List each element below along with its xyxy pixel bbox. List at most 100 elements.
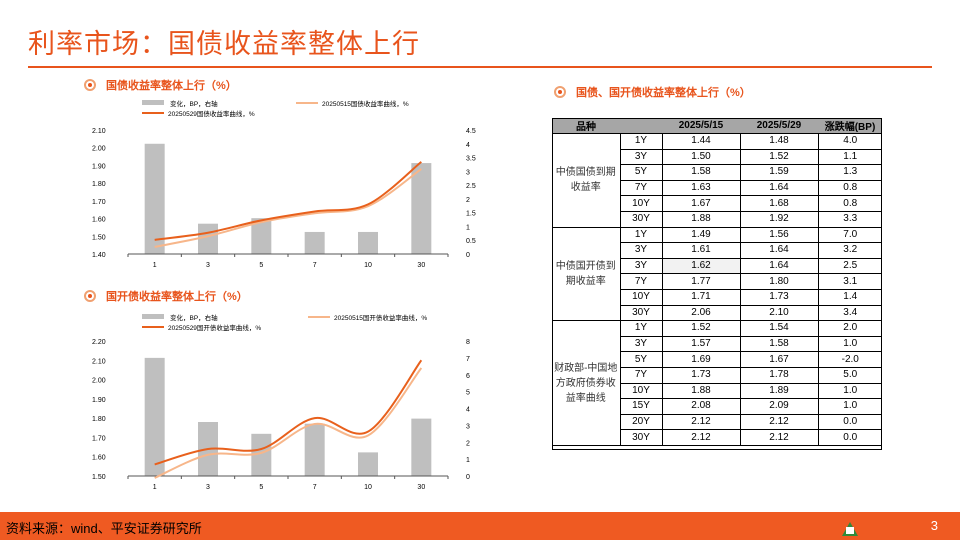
chart2-title: 国开债收益率整体上行（%） (106, 288, 248, 304)
y2-tick-label: 2 (466, 197, 470, 204)
y-tick-label: 2.10 (92, 128, 106, 135)
tenor-cell: 3Y (620, 149, 662, 165)
tenor-cell: 30Y (620, 430, 662, 446)
tenor-cell: 30Y (620, 211, 662, 227)
x-tick-label: 30 (417, 262, 425, 269)
y-tick-label: 1.60 (92, 217, 106, 224)
table-header-row: 品种 2025/5/15 2025/5/29 涨跌幅(BP) (552, 118, 882, 134)
y-tick-label: 1.50 (92, 474, 106, 481)
value-date2-cell: 1.54 (740, 321, 818, 337)
legend-new-curve: 20250529国债收益率曲线，% (168, 109, 255, 118)
change-cell: 3.1 (818, 274, 882, 290)
value-date1-cell: 1.77 (662, 274, 740, 290)
x-tick-label: 1 (153, 262, 157, 269)
value-date2-cell: 2.12 (740, 430, 818, 446)
value-date1-cell: 1.88 (662, 211, 740, 227)
change-cell: -2.0 (818, 352, 882, 368)
y2-tick-label: 3.5 (466, 156, 476, 163)
table-heading: 国债、国开债收益率整体上行（%） (554, 84, 751, 100)
value-date2-cell: 1.92 (740, 211, 818, 227)
y-tick-label: 2.00 (92, 146, 106, 153)
bullet-icon (554, 86, 566, 98)
y-tick-label: 1.70 (92, 435, 106, 442)
value-date1-cell: 1.67 (662, 196, 740, 212)
value-date1-cell: 1.62 (662, 258, 740, 274)
value-date2-cell: 1.59 (740, 165, 818, 181)
change-cell: 0.0 (818, 414, 882, 430)
tenor-cell: 10Y (620, 289, 662, 305)
change-cell: 1.3 (818, 165, 882, 181)
table-row: 中债国开债到期收益率 1Y 1.49 1.56 7.0 (552, 227, 882, 243)
logo-icon (842, 522, 858, 536)
value-date2-cell: 1.48 (740, 134, 818, 150)
tenor-cell: 1Y (620, 321, 662, 337)
value-date2-cell: 1.80 (740, 274, 818, 290)
x-tick-label: 10 (364, 484, 372, 491)
x-tick-label: 1 (153, 484, 157, 491)
page-title: 利率市场：国债收益率整体上行 (28, 22, 420, 61)
change-cell: 0.8 (818, 196, 882, 212)
bar-change (411, 163, 431, 254)
y2-tick-label: 5 (466, 390, 470, 397)
legend-old-curve: 20250515国开债收益率曲线，% (334, 313, 427, 322)
bullet-icon (84, 79, 96, 91)
value-date2-cell: 2.10 (740, 305, 818, 321)
header-tenor (620, 118, 662, 134)
value-date2-cell: 2.09 (740, 399, 818, 415)
y-tick-label: 2.10 (92, 358, 106, 365)
bar-change (145, 358, 165, 476)
y2-tick-label: 4.5 (466, 128, 476, 135)
y2-tick-label: 0 (466, 474, 470, 481)
tenor-cell: 5Y (620, 165, 662, 181)
x-tick-label: 7 (313, 484, 317, 491)
value-date2-cell: 1.64 (740, 258, 818, 274)
value-date2-cell: 1.64 (740, 243, 818, 259)
source-note: 资料来源：wind、平安证券研究所 (6, 518, 202, 537)
tenor-cell: 3Y (620, 258, 662, 274)
y-tick-label: 1.50 (92, 234, 106, 241)
header-date-1: 2025/5/15 (662, 118, 740, 134)
value-date1-cell: 2.06 (662, 305, 740, 321)
y2-tick-label: 6 (466, 373, 470, 380)
y-tick-label: 2.20 (92, 339, 106, 346)
tenor-cell: 30Y (620, 305, 662, 321)
x-tick-label: 7 (313, 262, 317, 269)
y2-tick-label: 4 (466, 142, 470, 149)
change-cell: 5.0 (818, 367, 882, 383)
value-date1-cell: 1.88 (662, 383, 740, 399)
y-tick-label: 2.00 (92, 378, 106, 385)
value-date1-cell: 1.44 (662, 134, 740, 150)
change-cell: 1.4 (818, 289, 882, 305)
value-date1-cell: 1.71 (662, 289, 740, 305)
header-change: 涨跌幅(BP) (818, 118, 882, 134)
change-cell: 1.0 (818, 336, 882, 352)
legend-new-curve: 20250529国开债收益率曲线，% (168, 323, 261, 332)
value-date2-cell: 1.67 (740, 352, 818, 368)
chart1-heading: 国债收益率整体上行（%） (84, 77, 237, 93)
tenor-cell: 10Y (620, 196, 662, 212)
legend-swatch-change (142, 314, 164, 319)
y2-tick-label: 3 (466, 423, 470, 430)
tenor-cell: 5Y (620, 352, 662, 368)
tenor-cell: 20Y (620, 414, 662, 430)
value-date1-cell: 1.50 (662, 149, 740, 165)
y2-tick-label: 8 (466, 339, 470, 346)
value-date1-cell: 2.12 (662, 430, 740, 446)
y2-tick-label: 4 (466, 407, 470, 414)
y-tick-label: 1.60 (92, 455, 106, 462)
value-date2-cell: 1.89 (740, 383, 818, 399)
bar-change (358, 452, 378, 476)
value-date2-cell: 1.68 (740, 196, 818, 212)
value-date2-cell: 1.64 (740, 180, 818, 196)
y-tick-label: 1.90 (92, 397, 106, 404)
footer-bar: 资料来源：wind、平安证券研究所 3 (0, 512, 960, 540)
value-date1-cell: 1.63 (662, 180, 740, 196)
y-tick-label: 1.80 (92, 416, 106, 423)
x-tick-label: 3 (206, 262, 210, 269)
change-cell: 3.4 (818, 305, 882, 321)
group-label: 中债国债到期收益率 (552, 134, 620, 228)
x-tick-label: 5 (259, 484, 263, 491)
header-date-2: 2025/5/29 (740, 118, 818, 134)
chart-cdb-bond-yield: 变化，BP，右轴 20250515国开债收益率曲线，%20250529国开债收益率… (80, 306, 480, 494)
value-date2-cell: 1.52 (740, 149, 818, 165)
